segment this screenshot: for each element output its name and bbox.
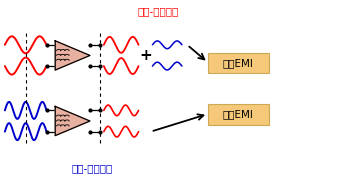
FancyBboxPatch shape [208, 104, 269, 125]
Polygon shape [55, 106, 90, 136]
Polygon shape [55, 41, 90, 70]
Text: 產生EMI: 產生EMI [223, 58, 254, 68]
Text: 共模-差模轉換: 共模-差模轉換 [71, 163, 112, 173]
Text: 抑制EMI: 抑制EMI [223, 109, 254, 119]
FancyBboxPatch shape [208, 53, 269, 73]
Text: 差模-共模轉換: 差模-共模轉換 [137, 6, 178, 16]
Text: +: + [139, 48, 152, 63]
